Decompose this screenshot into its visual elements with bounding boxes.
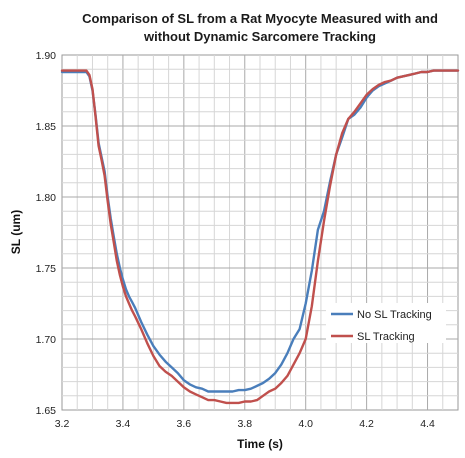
legend-label-sl-tracking: SL Tracking — [357, 331, 415, 343]
x-axis-ticks: 3.2 3.4 3.6 3.8 4.0 4.2 4.4 — [55, 418, 435, 430]
x-tick-label: 4.2 — [359, 418, 374, 430]
x-tick-label: 4.4 — [420, 418, 435, 430]
legend-label-no-sl-tracking: No SL Tracking — [357, 309, 432, 321]
gridlines — [62, 55, 458, 410]
x-tick-label: 3.6 — [177, 418, 192, 430]
x-tick-label: 3.4 — [116, 418, 131, 430]
y-tick-label: 1.90 — [36, 50, 57, 62]
chart-title-line2: without Dynamic Sarcomere Tracking — [144, 29, 376, 44]
x-axis-label: Time (s) — [237, 437, 283, 451]
x-tick-label: 3.8 — [237, 418, 252, 430]
series-layer — [60, 69, 460, 405]
y-axis-label: SL (um) — [9, 210, 23, 254]
y-tick-label: 1.70 — [36, 334, 57, 346]
y-axis-ticks: 1.65 1.70 1.75 1.80 1.85 1.90 — [36, 50, 57, 417]
y-tick-label: 1.75 — [36, 263, 57, 275]
x-tick-label: 4.0 — [298, 418, 313, 430]
series-line-sl-tracking — [60, 69, 460, 405]
y-tick-label: 1.80 — [36, 192, 57, 204]
x-tick-label: 3.2 — [55, 418, 70, 430]
chart-title-line1: Comparison of SL from a Rat Myocyte Meas… — [82, 11, 438, 26]
y-tick-label: 1.85 — [36, 121, 57, 133]
y-tick-label: 1.65 — [36, 405, 57, 417]
legend: No SL Tracking SL Tracking — [326, 303, 446, 343]
